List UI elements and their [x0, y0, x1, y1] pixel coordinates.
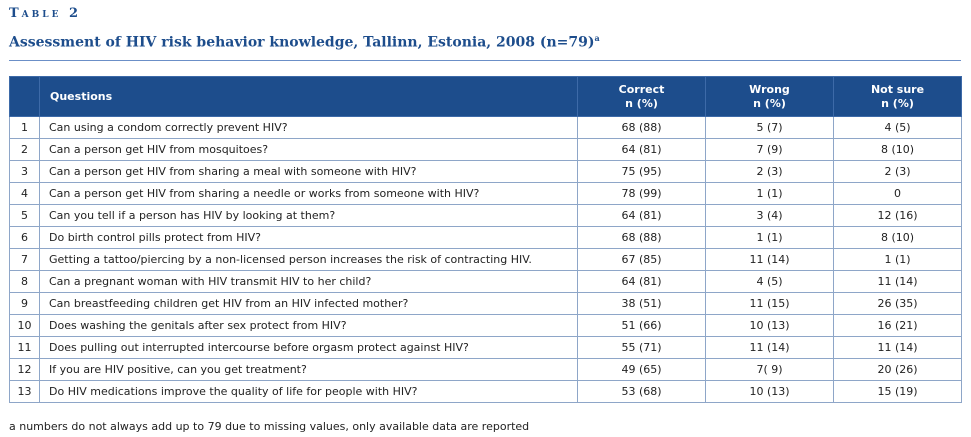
row-not-sure: 1 (1) — [833, 248, 962, 271]
table-row: 8 Can a pregnant woman with HIV transmit … — [9, 270, 962, 293]
header-wrong: Wrong n (%) — [705, 76, 834, 117]
row-number: 2 — [9, 138, 40, 161]
table-row: 1 Can using a condom correctly prevent HI… — [9, 116, 962, 139]
row-wrong: 5 (7) — [705, 116, 834, 139]
row-wrong: 2 (3) — [705, 160, 834, 183]
row-number: 11 — [9, 336, 40, 359]
row-question: Can a person get HIV from sharing a meal… — [39, 160, 578, 183]
row-wrong: 11 (14) — [705, 248, 834, 271]
row-correct: 64 (81) — [577, 270, 706, 293]
row-wrong: 1 (1) — [705, 182, 834, 205]
table-row: 7 Getting a tattoo/piercing by a non-lice… — [9, 248, 962, 271]
table-label: Table 2 — [9, 6, 82, 21]
row-not-sure: 8 (10) — [833, 138, 962, 161]
row-question: Does pulling out interrupted intercourse… — [39, 336, 578, 359]
row-correct: 51 (66) — [577, 314, 706, 337]
row-correct: 64 (81) — [577, 204, 706, 227]
row-correct: 75 (95) — [577, 160, 706, 183]
row-wrong: 4 (5) — [705, 270, 834, 293]
row-number: 5 — [9, 204, 40, 227]
row-number: 3 — [9, 160, 40, 183]
row-not-sure: 11 (14) — [833, 336, 962, 359]
row-number: 4 — [9, 182, 40, 205]
row-correct: 53 (68) — [577, 380, 706, 403]
table-row: 4 Can a person get HIV from sharing a nee… — [9, 182, 962, 205]
row-correct: 68 (88) — [577, 116, 706, 139]
row-number: 6 — [9, 226, 40, 249]
row-question: Can using a condom correctly prevent HIV… — [39, 116, 578, 139]
table-row: 3 Can a person get HIV from sharing a mea… — [9, 160, 962, 183]
header-not-sure-unit: n (%) — [881, 96, 914, 110]
table-row: 2 Can a person get HIV from mosquitoes? 64… — [9, 138, 962, 161]
row-not-sure: 8 (10) — [833, 226, 962, 249]
header-row: Questions Correct n (%) Wrong n (%) Not su… — [9, 76, 962, 117]
header-correct: Correct n (%) — [577, 76, 706, 117]
row-question: Can a pregnant woman with HIV transmit H… — [39, 270, 578, 293]
row-question: Can breastfeeding children get HIV from … — [39, 292, 578, 315]
row-not-sure: 26 (35) — [833, 292, 962, 315]
row-not-sure: 16 (21) — [833, 314, 962, 337]
table-title: Assessment of HIV risk behavior knowledg… — [9, 33, 600, 51]
header-wrong-unit: n (%) — [753, 96, 786, 110]
row-wrong: 3 (4) — [705, 204, 834, 227]
row-number: 7 — [9, 248, 40, 271]
table-row: 6 Do birth control pills protect from HIV… — [9, 226, 962, 249]
table-row: 5 Can you tell if a person has HIV by loo… — [9, 204, 962, 227]
title-rule — [9, 60, 961, 61]
row-correct: 49 (65) — [577, 358, 706, 381]
row-not-sure: 20 (26) — [833, 358, 962, 381]
row-not-sure: 0 — [833, 182, 962, 205]
header-wrong-label: Wrong — [749, 82, 790, 96]
table-row: 12 If you are HIV positive, can you get t… — [9, 358, 962, 381]
header-correct-unit: n (%) — [625, 96, 658, 110]
row-correct: 55 (71) — [577, 336, 706, 359]
row-correct: 78 (99) — [577, 182, 706, 205]
row-not-sure: 15 (19) — [833, 380, 962, 403]
row-number: 9 — [9, 292, 40, 315]
row-correct: 64 (81) — [577, 138, 706, 161]
header-correct-label: Correct — [618, 82, 665, 96]
row-wrong: 11 (14) — [705, 336, 834, 359]
row-number: 10 — [9, 314, 40, 337]
row-correct: 38 (51) — [577, 292, 706, 315]
table-row: 13 Do HIV medications improve the quality… — [9, 380, 962, 403]
row-number: 1 — [9, 116, 40, 139]
row-question: Do birth control pills protect from HIV? — [39, 226, 578, 249]
table-row: 10 Does washing the genitals after sex pr… — [9, 314, 962, 337]
row-not-sure: 2 (3) — [833, 160, 962, 183]
risk-knowledge-table: Questions Correct n (%) Wrong n (%) Not su… — [9, 76, 962, 403]
row-not-sure: 12 (16) — [833, 204, 962, 227]
row-number: 12 — [9, 358, 40, 381]
row-wrong: 7( 9) — [705, 358, 834, 381]
row-not-sure: 4 (5) — [833, 116, 962, 139]
row-question: Can a person get HIV from sharing a need… — [39, 182, 578, 205]
header-index — [9, 76, 40, 117]
row-number: 13 — [9, 380, 40, 403]
table-row: 11 Does pulling out interrupted intercour… — [9, 336, 962, 359]
row-question: Do HIV medications improve the quality o… — [39, 380, 578, 403]
row-question: If you are HIV positive, can you get tre… — [39, 358, 578, 381]
table-title-text: Assessment of HIV risk behavior knowledg… — [9, 34, 595, 51]
header-not-sure-label: Not sure — [870, 82, 925, 96]
row-wrong: 11 (15) — [705, 292, 834, 315]
row-correct: 68 (88) — [577, 226, 706, 249]
row-wrong: 7 (9) — [705, 138, 834, 161]
row-correct: 67 (85) — [577, 248, 706, 271]
table-footnote: a numbers do not always add up to 79 due… — [9, 420, 530, 433]
row-wrong: 10 (13) — [705, 314, 834, 337]
row-question: Can a person get HIV from mosquitoes? — [39, 138, 578, 161]
row-number: 8 — [9, 270, 40, 293]
row-not-sure: 11 (14) — [833, 270, 962, 293]
row-question: Can you tell if a person has HIV by look… — [39, 204, 578, 227]
row-wrong: 10 (13) — [705, 380, 834, 403]
header-not-sure: Not sure n (%) — [833, 76, 962, 117]
title-footnote-marker: a — [594, 33, 600, 43]
table-row: 9 Can breastfeeding children get HIV from… — [9, 292, 962, 315]
row-wrong: 1 (1) — [705, 226, 834, 249]
row-question: Getting a tattoo/piercing by a non-licen… — [39, 248, 578, 271]
header-questions: Questions — [39, 76, 578, 117]
row-question: Does washing the genitals after sex prot… — [39, 314, 578, 337]
